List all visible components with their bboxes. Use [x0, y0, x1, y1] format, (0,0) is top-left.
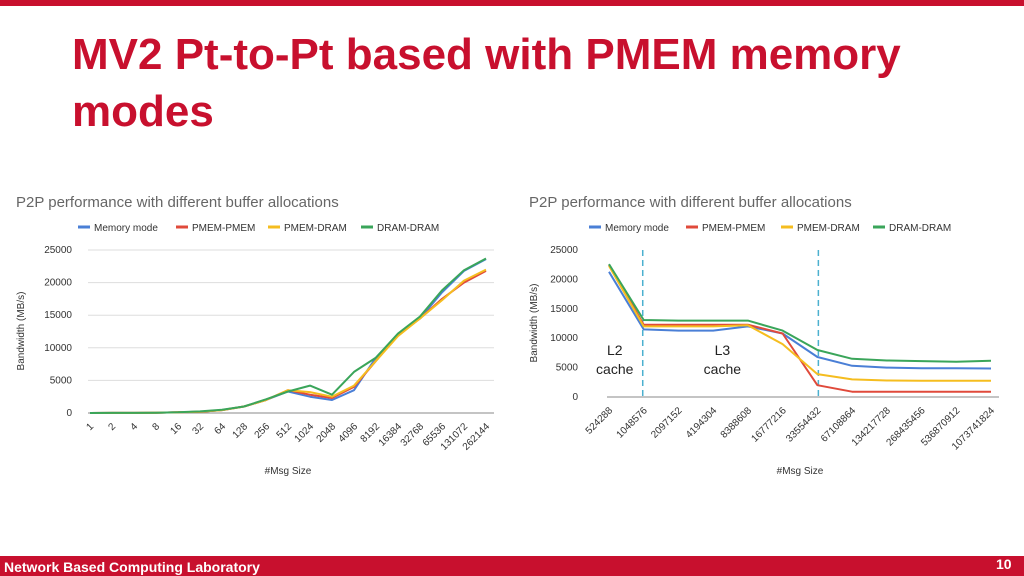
- legend-label: PMEM-DRAM: [797, 223, 860, 234]
- legend-label: PMEM-PMEM: [702, 223, 765, 234]
- cache-label: cache: [596, 361, 634, 377]
- cache-label: L2: [607, 342, 623, 358]
- y-tick-label: 10000: [44, 343, 72, 354]
- legend-label: DRAM-DRAM: [377, 223, 439, 234]
- cache-label: cache: [704, 361, 742, 377]
- x-tick-label: 524288: [584, 405, 616, 437]
- y-tick-label: 0: [66, 408, 72, 419]
- y-tick-label: 20000: [550, 274, 578, 285]
- chart-title: P2P performance with different buffer al…: [529, 194, 852, 211]
- y-tick-label: 10000: [550, 333, 578, 344]
- slide-title: MV2 Pt-to-Pt based with PMEM memory mode…: [72, 30, 901, 136]
- legend-label: PMEM-DRAM: [284, 223, 347, 234]
- chart-title: P2P performance with different buffer al…: [16, 194, 339, 211]
- legend-label: PMEM-PMEM: [192, 223, 255, 234]
- footer-lab-name: Network Based Computing Laboratory: [4, 559, 260, 575]
- series-line: [89, 257, 487, 414]
- legend-label: DRAM-DRAM: [889, 223, 951, 234]
- y-axis-title: Bandwidth (MB/s): [16, 292, 27, 371]
- x-tick-label: 4194304: [684, 405, 720, 441]
- legend-label: Memory mode: [605, 223, 669, 234]
- x-tick-label: 8388608: [719, 405, 755, 441]
- x-axis-title: #Msg Size: [265, 466, 312, 477]
- y-tick-label: 20000: [44, 278, 72, 289]
- x-tick-label: 33554432: [784, 405, 824, 445]
- series-line: [608, 263, 992, 363]
- x-tick-label: 16777216: [750, 405, 790, 445]
- y-axis-title: Bandwidth (MB/s): [529, 284, 540, 363]
- y-tick-label: 5000: [556, 363, 579, 374]
- legend-label: Memory mode: [94, 223, 158, 234]
- top-accent-bar: [0, 0, 1024, 6]
- x-tick-label: 2097152: [649, 405, 685, 441]
- y-tick-label: 25000: [550, 245, 578, 256]
- y-tick-label: 5000: [50, 375, 73, 386]
- y-tick-label: 15000: [550, 304, 578, 315]
- footer-bar: Network Based Computing Laboratory 10: [0, 556, 1024, 576]
- series-line: [608, 265, 991, 382]
- y-tick-label: 25000: [44, 245, 72, 256]
- page-number: 10: [996, 556, 1012, 572]
- series-line: [608, 271, 992, 370]
- series-line: [608, 264, 991, 393]
- x-tick-label: 1048576: [615, 405, 651, 441]
- cache-label: L3: [715, 342, 731, 358]
- y-tick-label: 15000: [44, 310, 72, 321]
- y-tick-label: 0: [572, 392, 578, 403]
- x-axis-title: #Msg Size: [777, 466, 824, 477]
